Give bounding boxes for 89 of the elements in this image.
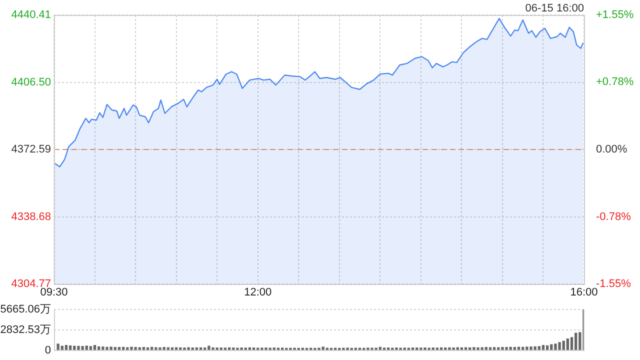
bar — [497, 347, 500, 350]
bar — [102, 346, 104, 350]
bar — [542, 345, 545, 350]
bar — [310, 348, 312, 350]
bar — [395, 348, 398, 350]
bar — [236, 348, 239, 350]
bar — [126, 347, 129, 350]
bar — [428, 348, 430, 350]
bar — [256, 348, 260, 350]
bar — [492, 347, 496, 350]
bar — [264, 347, 268, 350]
bar — [346, 348, 349, 350]
bar — [424, 348, 426, 350]
bar — [472, 347, 476, 350]
bar — [391, 348, 394, 350]
bar — [110, 346, 112, 350]
bar — [354, 348, 358, 350]
y2-tick-label: -1.55% — [596, 278, 632, 290]
bar — [64, 345, 68, 350]
bar — [158, 347, 162, 350]
y2-tick-label: +0.78% — [596, 76, 634, 88]
bar — [554, 344, 557, 350]
bar — [526, 346, 528, 350]
bar — [314, 348, 316, 350]
bar — [558, 342, 561, 350]
bar — [534, 346, 536, 350]
text: 06-15 16:00 — [525, 2, 584, 15]
bar — [187, 347, 190, 350]
y-tick-label: 4440.41 — [11, 9, 51, 22]
y-tick-label: 2832.53万 — [0, 324, 51, 336]
bar — [212, 347, 214, 350]
bar — [73, 346, 76, 350]
bar — [501, 346, 504, 350]
bar — [93, 345, 96, 350]
bar — [268, 348, 272, 350]
bar — [130, 346, 133, 350]
y2-tick-label: 0.00% — [596, 144, 628, 156]
bar — [326, 348, 328, 350]
bar — [574, 332, 578, 350]
bar — [566, 338, 570, 350]
bar — [366, 348, 370, 350]
x-tick-label: 12:00 — [244, 286, 272, 299]
bar — [106, 346, 108, 350]
bar — [56, 344, 60, 350]
bar — [505, 347, 508, 350]
bar — [538, 346, 540, 350]
bar — [81, 346, 84, 350]
bar — [407, 348, 410, 350]
bar — [174, 347, 178, 350]
bar — [216, 348, 218, 350]
bar — [374, 348, 378, 350]
bar — [322, 346, 324, 350]
bar — [85, 346, 88, 350]
bar — [77, 346, 80, 350]
bar — [154, 347, 158, 350]
bar — [318, 348, 320, 350]
bar — [456, 347, 459, 350]
y-tick-label: 4338.68 — [11, 210, 51, 223]
y2-tick-label: -0.78% — [596, 211, 632, 224]
y2-tick-label: +1.55% — [596, 9, 634, 22]
bar — [370, 348, 374, 350]
y-tick-label: 4406.50 — [11, 76, 51, 88]
bar — [240, 347, 243, 350]
bar — [260, 348, 264, 350]
bar — [399, 348, 402, 350]
bar — [420, 348, 422, 350]
x-tick-label: 09:30 — [40, 286, 68, 299]
bar — [89, 346, 92, 350]
bar — [570, 337, 574, 350]
bar — [293, 348, 296, 350]
bar — [183, 347, 186, 350]
bar — [289, 348, 292, 350]
bar — [208, 346, 210, 350]
bar — [342, 348, 345, 350]
bar — [276, 348, 280, 350]
y-tick-label: 0 — [44, 344, 51, 356]
y-tick-label: 4372.59 — [11, 144, 51, 156]
bar — [60, 346, 64, 350]
bar — [476, 347, 480, 350]
bar — [138, 347, 141, 350]
bar — [480, 347, 484, 350]
bar — [530, 346, 532, 350]
y-tick-label: 5665.06万 — [0, 304, 51, 316]
bar — [448, 347, 451, 350]
x-tick-label: 16:00 — [570, 286, 598, 299]
bar — [162, 347, 166, 350]
bar — [134, 347, 137, 350]
bar — [452, 347, 455, 350]
bar — [562, 340, 565, 350]
